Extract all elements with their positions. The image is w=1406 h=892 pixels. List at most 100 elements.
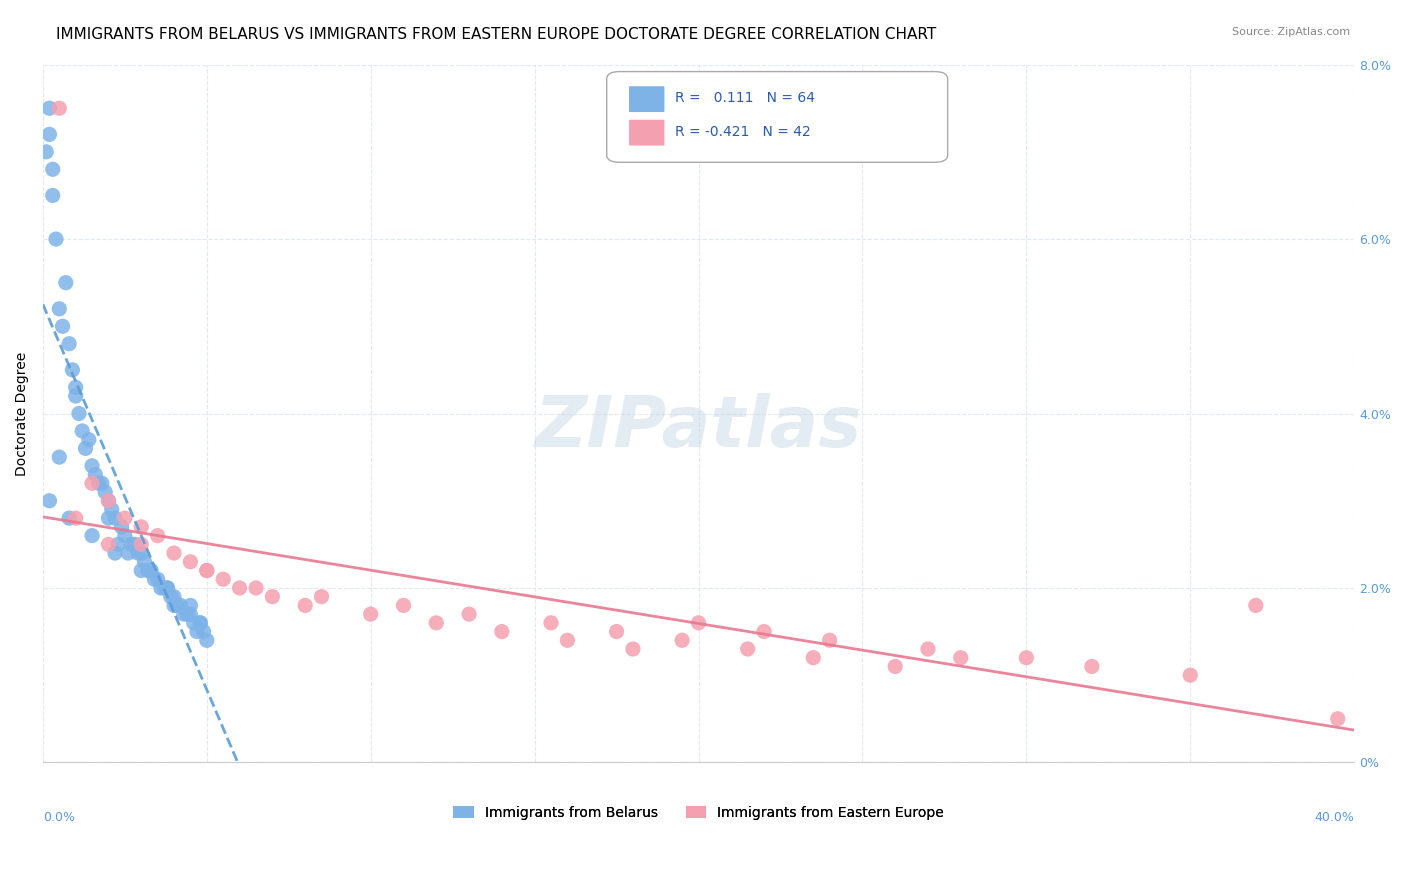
Immigrants from Belarus [163,590,186,604]
Immigrants from Belarus [80,528,103,542]
Immigrants from Eastern Europe [294,599,316,613]
Immigrants from Belarus [104,546,127,560]
Immigrants from Belarus [134,555,156,569]
Immigrants from Eastern Europe [917,642,939,657]
Immigrants from Belarus [120,537,142,551]
Immigrants from Belarus [179,599,201,613]
Immigrants from Belarus [67,407,90,421]
Immigrants from Belarus [183,615,205,630]
Immigrants from Belarus [188,615,211,630]
Immigrants from Belarus [129,546,152,560]
Immigrants from Eastern Europe [65,511,87,525]
Immigrants from Eastern Europe [146,528,169,542]
Immigrants from Eastern Europe [671,633,693,648]
Immigrants from Belarus [41,162,63,177]
Immigrants from Belarus [60,363,83,377]
Immigrants from Belarus [65,389,87,403]
Immigrants from Belarus [195,633,218,648]
Immigrants from Belarus [173,607,195,621]
Immigrants from Belarus [107,537,129,551]
Immigrants from Belarus [51,319,73,334]
Immigrants from Belarus [38,101,60,115]
Text: ZIPatlas: ZIPatlas [534,393,862,462]
Immigrants from Eastern Europe [97,537,120,551]
Immigrants from Eastern Europe [818,633,841,648]
Immigrants from Belarus [45,232,67,246]
Immigrants from Eastern Europe [262,590,284,604]
Immigrants from Belarus [153,581,176,595]
Immigrants from Eastern Europe [195,564,218,578]
Immigrants from Belarus [38,493,60,508]
Immigrants from Eastern Europe [179,555,201,569]
Immigrants from Belarus [80,458,103,473]
Immigrants from Eastern Europe [97,493,120,508]
FancyBboxPatch shape [628,120,665,145]
Immigrants from Belarus [65,380,87,394]
Immigrants from Eastern Europe [1180,668,1202,682]
Immigrants from Belarus [38,128,60,142]
Immigrants from Belarus [193,624,215,639]
Immigrants from Eastern Europe [1015,650,1038,665]
Immigrants from Belarus [75,442,97,456]
Immigrants from Belarus [124,537,146,551]
Immigrants from Belarus [139,564,162,578]
Immigrants from Eastern Europe [228,581,250,595]
Text: R =   0.111   N = 64: R = 0.111 N = 64 [675,91,815,105]
Immigrants from Eastern Europe [621,642,644,657]
Immigrants from Belarus [87,476,110,491]
Immigrants from Belarus [159,590,181,604]
Immigrants from Eastern Europe [360,607,382,621]
FancyBboxPatch shape [607,71,948,162]
Immigrants from Eastern Europe [425,615,447,630]
Immigrants from Belarus [136,564,159,578]
Immigrants from Eastern Europe [195,564,218,578]
Immigrants from Belarus [179,607,201,621]
Immigrants from Belarus [149,581,172,595]
Text: 0.0%: 0.0% [44,811,75,824]
Immigrants from Belarus [188,615,211,630]
Immigrants from Eastern Europe [129,520,152,534]
Immigrants from Eastern Europe [129,537,152,551]
Immigrants from Belarus [104,511,127,525]
Immigrants from Eastern Europe [114,511,136,525]
Immigrants from Belarus [156,581,179,595]
Immigrants from Eastern Europe [1326,712,1348,726]
Immigrants from Belarus [143,572,166,586]
Immigrants from Belarus [58,511,80,525]
Immigrants from Belarus [156,581,179,595]
Immigrants from Eastern Europe [801,650,824,665]
Immigrants from Eastern Europe [245,581,267,595]
Immigrants from Eastern Europe [458,607,481,621]
Immigrants from Belarus [55,276,77,290]
Immigrants from Eastern Europe [311,590,333,604]
Y-axis label: Doctorate Degree: Doctorate Degree [15,351,30,475]
Immigrants from Belarus [163,599,186,613]
Text: R = -0.421   N = 42: R = -0.421 N = 42 [675,125,811,139]
Immigrants from Belarus [70,424,93,438]
Immigrants from Eastern Europe [688,615,710,630]
Immigrants from Belarus [129,564,152,578]
Immigrants from Belarus [94,485,117,500]
Immigrants from Belarus [100,502,122,516]
Immigrants from Belarus [48,450,70,464]
Immigrants from Eastern Europe [48,101,70,115]
Text: IMMIGRANTS FROM BELARUS VS IMMIGRANTS FROM EASTERN EUROPE DOCTORATE DEGREE CORRE: IMMIGRANTS FROM BELARUS VS IMMIGRANTS FR… [56,27,936,42]
Immigrants from Belarus [41,188,63,202]
Immigrants from Eastern Europe [491,624,513,639]
Immigrants from Belarus [114,528,136,542]
Immigrants from Eastern Europe [540,615,562,630]
Immigrants from Eastern Europe [80,476,103,491]
Immigrants from Eastern Europe [392,599,415,613]
Immigrants from Eastern Europe [949,650,972,665]
Immigrants from Belarus [77,433,100,447]
Immigrants from Eastern Europe [212,572,235,586]
Immigrants from Eastern Europe [557,633,579,648]
Immigrants from Belarus [97,511,120,525]
FancyBboxPatch shape [628,87,665,112]
Immigrants from Belarus [186,624,208,639]
Immigrants from Belarus [176,607,198,621]
Immigrants from Belarus [127,546,149,560]
Immigrants from Belarus [90,476,112,491]
Immigrants from Eastern Europe [752,624,775,639]
Immigrants from Belarus [146,572,169,586]
